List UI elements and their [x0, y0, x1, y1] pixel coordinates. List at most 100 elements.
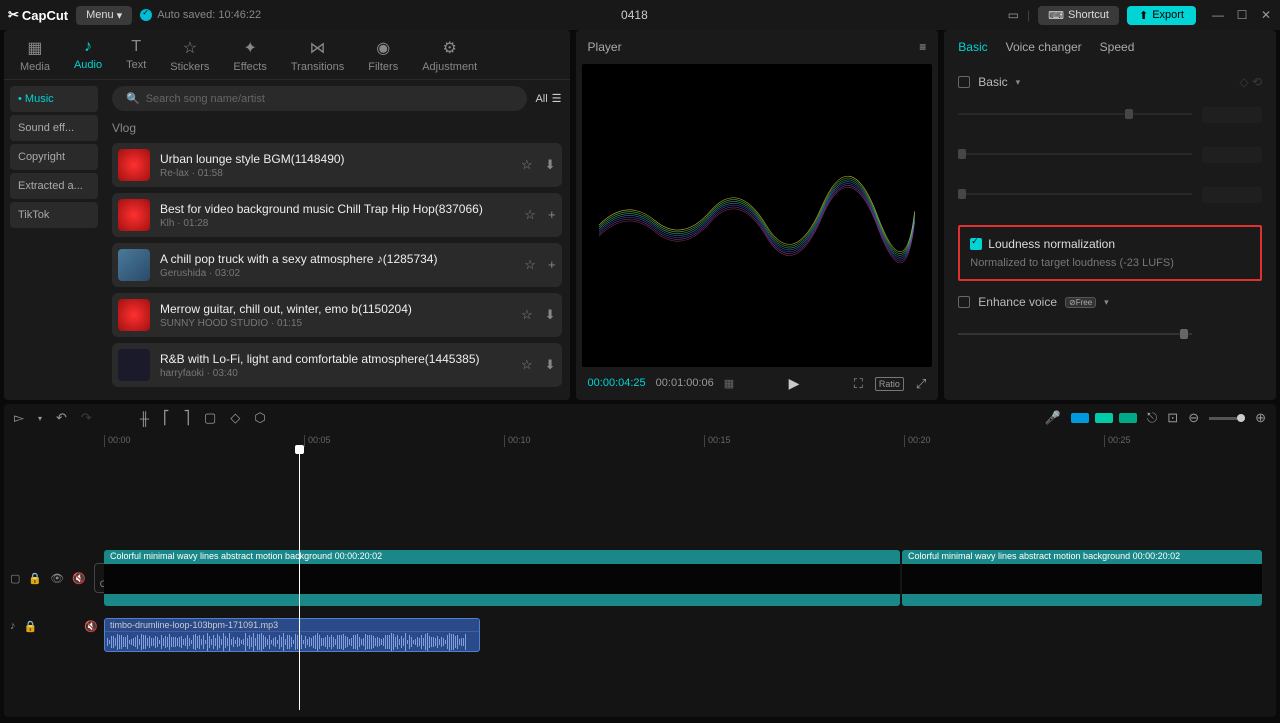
- add-download-icon[interactable]: +: [548, 257, 556, 273]
- audio-track-icon[interactable]: ♪: [10, 620, 16, 632]
- mute-icon[interactable]: 🔇: [72, 572, 86, 585]
- filter-all-button[interactable]: All ☰: [535, 92, 561, 105]
- top-tab-adjustment[interactable]: ⚙Adjustment: [414, 36, 485, 79]
- track-thumbnail: [118, 349, 150, 381]
- eye-icon[interactable]: 👁: [50, 572, 64, 585]
- delete-tool[interactable]: ▢: [204, 410, 216, 426]
- sidebar-item-music[interactable]: • Music: [10, 86, 98, 112]
- add-download-icon[interactable]: ⬇: [545, 307, 556, 323]
- add-download-icon[interactable]: +: [548, 207, 556, 223]
- top-tab-filters[interactable]: ◉Filters: [360, 36, 406, 79]
- lock2-icon[interactable]: 🔒: [28, 572, 42, 585]
- track-info: Best for video background music Chill Tr…: [160, 202, 514, 229]
- add-download-icon[interactable]: ⬇: [545, 157, 556, 173]
- sidebar-item-extracteda[interactable]: Extracted a...: [10, 173, 98, 199]
- enhance-voice-row[interactable]: Enhance voice ⊘Free ▾: [958, 295, 1262, 309]
- sidebar-item-tiktok[interactable]: TikTok: [10, 202, 98, 228]
- dropdown-icon[interactable]: ▾: [38, 414, 42, 423]
- close-icon[interactable]: ✕: [1260, 8, 1272, 22]
- basic-section-header[interactable]: Basic ▾ ◇ ⟲: [958, 75, 1262, 89]
- top-tab-effects[interactable]: ✦Effects: [225, 36, 274, 79]
- track-item[interactable]: Merrow guitar, chill out, winter, emo b(…: [112, 293, 562, 337]
- waveform-visualization: [599, 140, 915, 292]
- current-time: 00:00:04:25: [588, 377, 646, 390]
- crop-tool[interactable]: ◇: [230, 410, 240, 426]
- ratio-button[interactable]: Ratio: [875, 377, 904, 391]
- top-tab-audio[interactable]: ♪Audio: [66, 36, 110, 79]
- track-info: R&B with Lo-Fi, light and comfortable at…: [160, 352, 511, 379]
- timeline-tracks-area[interactable]: 00:0000:0500:1000:1500:2000:25 Colorful …: [104, 432, 1276, 717]
- search-input[interactable]: 🔍 Search song name/artist: [112, 86, 527, 111]
- ruler-mark: 00:00: [104, 435, 131, 447]
- slider-enhance: [958, 325, 1262, 343]
- track-mode-icons[interactable]: [1071, 413, 1137, 423]
- selection-tool[interactable]: ▻: [14, 410, 24, 426]
- add-download-icon[interactable]: ⬇: [545, 357, 556, 373]
- top-tab-media[interactable]: ▦Media: [12, 36, 58, 79]
- video-clip[interactable]: Colorful minimal wavy lines abstract mot…: [104, 550, 900, 606]
- crop-icon[interactable]: ⛶: [854, 376, 863, 392]
- zoom-out-icon[interactable]: ⊖: [1188, 410, 1199, 426]
- zoom-in-icon[interactable]: ⊕: [1255, 410, 1266, 426]
- export-button[interactable]: ⬆Export: [1127, 6, 1196, 25]
- maximize-icon[interactable]: ☐: [1236, 8, 1248, 22]
- marker-tool[interactable]: ⬡: [254, 410, 265, 426]
- free-badge: ⊘Free: [1065, 297, 1096, 308]
- split-right-tool[interactable]: ⎤: [184, 410, 191, 426]
- play-button[interactable]: ▶: [789, 375, 800, 392]
- sidebar-item-soundeff[interactable]: Sound eff...: [10, 115, 98, 141]
- favorite-icon[interactable]: ☆: [524, 257, 536, 273]
- properties-panel: Basic Voice changer Speed Basic ▾ ◇ ⟲ Loud…: [944, 30, 1276, 400]
- project-title: 0418: [621, 8, 648, 22]
- lock3-icon[interactable]: 🔒: [24, 620, 38, 633]
- enhance-checkbox[interactable]: [958, 296, 970, 308]
- favorite-icon[interactable]: ☆: [524, 207, 536, 223]
- minimize-icon[interactable]: —: [1212, 8, 1224, 22]
- split-left-tool[interactable]: ⎡: [163, 410, 170, 426]
- mic-icon[interactable]: 🎤: [1045, 410, 1061, 426]
- link-icon[interactable]: ⊡: [1167, 410, 1178, 426]
- right-tab-voice-changer[interactable]: Voice changer: [1006, 40, 1082, 54]
- right-tab-basic[interactable]: Basic: [958, 40, 987, 54]
- zoom-slider[interactable]: [1209, 417, 1245, 420]
- track-info: Merrow guitar, chill out, winter, emo b(…: [160, 302, 511, 329]
- track-item[interactable]: Best for video background music Chill Tr…: [112, 193, 562, 237]
- track-item[interactable]: Urban lounge style BGM(1148490) Re-lax ·…: [112, 143, 562, 187]
- split-tool[interactable]: ╫: [140, 411, 149, 426]
- undo-button[interactable]: ↶: [56, 410, 67, 426]
- basic-checkbox[interactable]: [958, 76, 970, 88]
- mute2-icon[interactable]: 🔇: [84, 620, 98, 633]
- playhead[interactable]: [299, 450, 300, 710]
- shortcut-button[interactable]: ⌨Shortcut: [1038, 6, 1119, 25]
- lock-icon[interactable]: ▢: [10, 572, 20, 585]
- layout-icon[interactable]: ▭: [1008, 8, 1019, 22]
- audio-sidebar: • Music Sound eff... Copyright Extracted a.…: [4, 80, 104, 400]
- video-clip[interactable]: Colorful minimal wavy lines abstract mot…: [902, 550, 1262, 606]
- favorite-icon[interactable]: ☆: [521, 307, 533, 323]
- redo-button[interactable]: ↷: [81, 410, 92, 426]
- track-info: A chill pop truck with a sexy atmosphere…: [160, 252, 514, 279]
- titlebar: ✂CapCut Menu▾ Auto saved: 10:46:22 0418 …: [0, 0, 1280, 30]
- player-menu-icon[interactable]: ≡: [919, 40, 926, 54]
- audio-clip[interactable]: timbo-drumline-loop-103bpm-171091.mp3: [104, 618, 480, 652]
- top-tab-stickers[interactable]: ☆Stickers: [162, 36, 217, 79]
- favorite-icon[interactable]: ☆: [521, 157, 533, 173]
- list-icon[interactable]: ▦: [724, 377, 734, 390]
- loudness-title: Loudness normalization: [988, 237, 1115, 251]
- timeline-track-controls: ▢ 🔒 👁 🔇 ✎ Cover ♪ 🔒 🔇: [4, 432, 104, 717]
- track-item[interactable]: R&B with Lo-Fi, light and comfortable at…: [112, 343, 562, 387]
- ruler-mark: 00:25: [1104, 435, 1131, 447]
- top-tab-text[interactable]: TText: [118, 36, 154, 79]
- audio-content: 🔍 Search song name/artist All ☰ Vlog Urb…: [104, 80, 570, 400]
- magnet-icon[interactable]: ⎋: [1147, 410, 1157, 426]
- fullscreen-icon[interactable]: ⤢: [916, 376, 926, 392]
- loudness-checkbox[interactable]: [970, 238, 982, 250]
- filter-icon: ☰: [552, 92, 562, 105]
- right-tab-speed[interactable]: Speed: [1100, 40, 1135, 54]
- track-item[interactable]: A chill pop truck with a sexy atmosphere…: [112, 243, 562, 287]
- top-tab-transitions[interactable]: ⋈Transitions: [283, 36, 352, 79]
- sidebar-item-copyright[interactable]: Copyright: [10, 144, 98, 170]
- menu-button[interactable]: Menu▾: [76, 6, 132, 25]
- favorite-icon[interactable]: ☆: [521, 357, 533, 373]
- adjustment-icon: ⚙: [443, 38, 457, 58]
